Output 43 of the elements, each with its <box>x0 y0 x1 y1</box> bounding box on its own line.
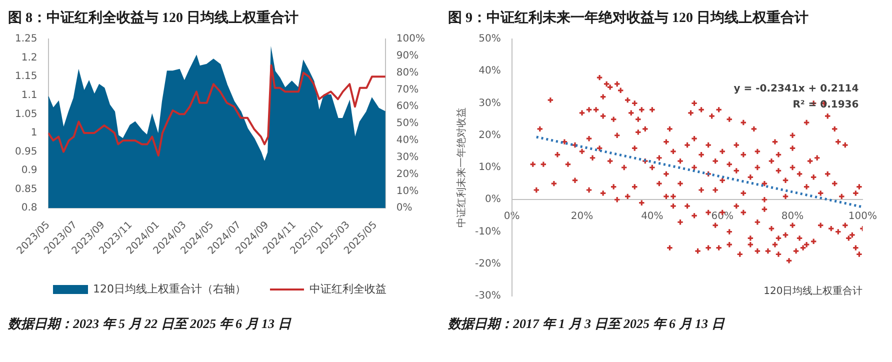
y-tick-label: 1.25 <box>15 34 38 45</box>
y-tick-label: -10% <box>474 226 501 238</box>
legend-label: 120日均线上权重合计（右轴） <box>93 282 246 296</box>
y-tick-label: 1.1 <box>21 90 38 101</box>
y-tick-label: 0.85 <box>15 184 38 195</box>
y-tick-label: 1.05 <box>15 108 38 120</box>
chart-title: 图 8：中证红利全收益与 120 日均线上权重合计 <box>8 9 300 28</box>
x-tick-label: 20% <box>570 211 594 222</box>
y2-tick-label: 40% <box>396 135 419 146</box>
y-tick-label: 1.2 <box>21 52 38 64</box>
y-tick-label: 30% <box>478 98 501 109</box>
y-tick-label: 1.15 <box>15 71 38 82</box>
y-tick-label: 40% <box>478 66 501 77</box>
y-tick-label: -30% <box>474 290 501 302</box>
annotation: y = -0.2341x + 0.2114 <box>734 84 859 95</box>
y-tick-label: 0.95 <box>15 146 38 158</box>
y-tick-label: 1 <box>30 128 38 139</box>
y2-tick-label: 0% <box>396 202 412 214</box>
y2-tick-label: 100% <box>396 34 426 45</box>
y2-tick-label: 30% <box>396 152 419 163</box>
chart-title: 图 9：中证红利未来一年绝对收益与 120 日均线上权重合计 <box>448 9 810 28</box>
x-tick-label: 40% <box>641 211 664 222</box>
y-tick-label: 50% <box>478 34 501 45</box>
y2-tick-label: 70% <box>396 84 419 96</box>
y2-tick-label: 10% <box>396 186 419 197</box>
x-tick-label: 80% <box>781 211 804 222</box>
y2-tick-label: 20% <box>396 168 419 180</box>
y2-tick-label: 50% <box>396 118 419 130</box>
text: 数据日期：2023 年 5 月 22 日至 2025 年 6 月 13 日 <box>8 315 292 333</box>
y-tick-label: 10% <box>478 162 501 174</box>
y-tick-label: 0% <box>484 194 501 206</box>
y2-tick-label: 60% <box>396 101 419 112</box>
y2-tick-label: 80% <box>396 67 419 78</box>
y-axis-title: 中证红利未来一年绝对收益 <box>456 108 468 228</box>
text: 数据日期：2017 年 1 月 3 日至 2025 年 6 月 13 日 <box>448 315 726 333</box>
y-tick-label: 0.9 <box>21 165 38 176</box>
x-axis-title: 120日均线上权重合计 <box>764 285 863 298</box>
legend-label: 中证红利全收益 <box>310 282 386 296</box>
y-tick-label: 20% <box>478 130 501 141</box>
y2-tick-label: 90% <box>396 50 419 62</box>
y-tick-label: 0.8 <box>21 202 38 214</box>
x-tick-label: 100% <box>848 211 877 222</box>
y-tick-label: -20% <box>474 258 501 270</box>
